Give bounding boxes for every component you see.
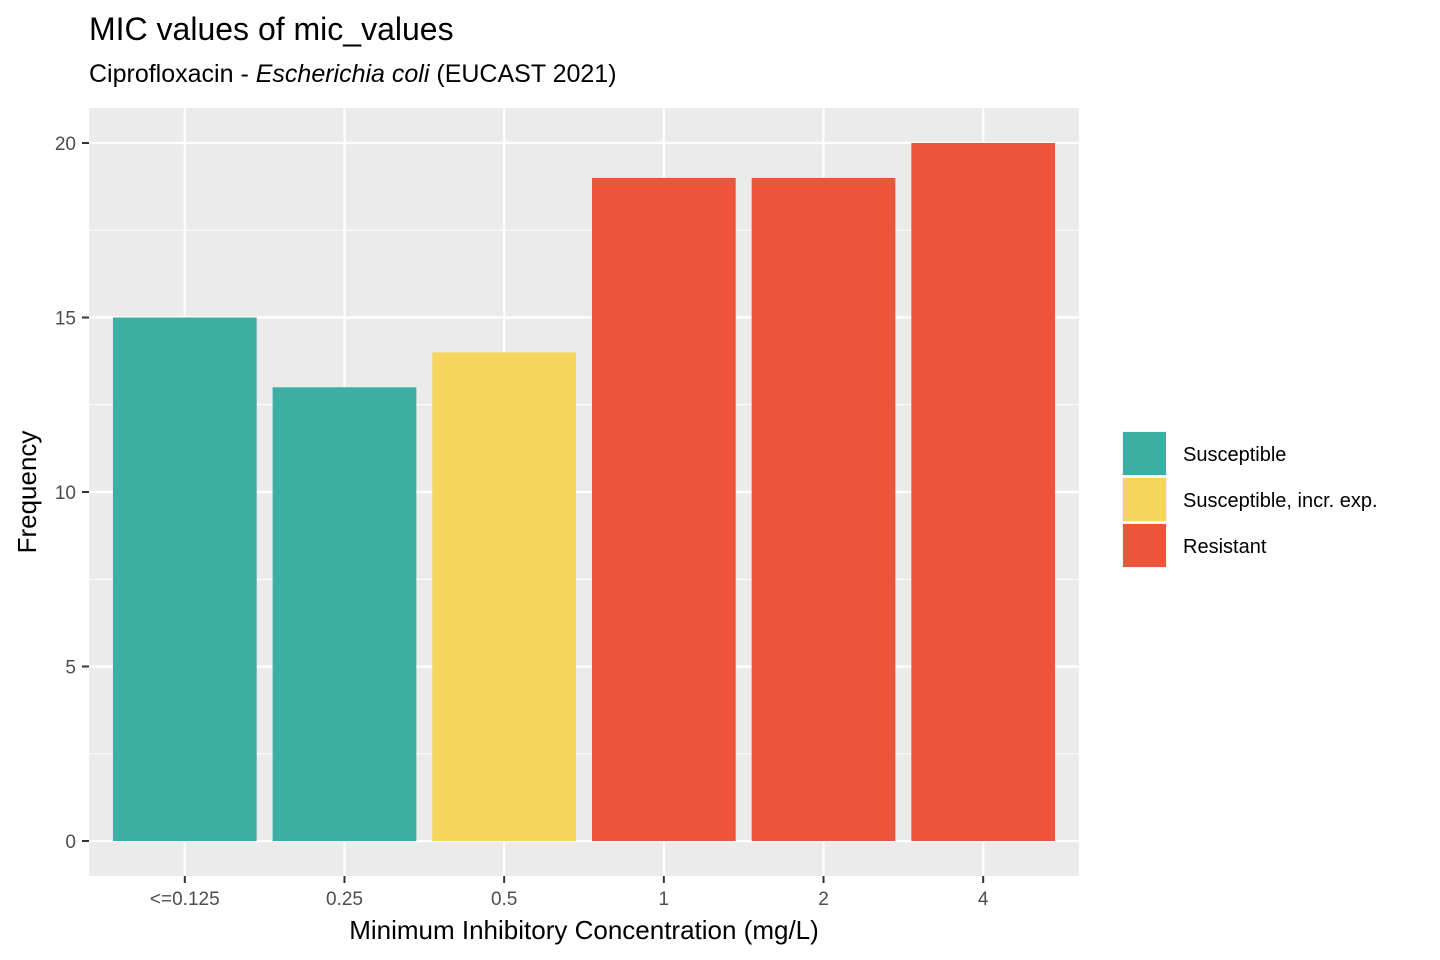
chart-title: MIC values of mic_values <box>89 11 454 47</box>
x-tick-label: 4 <box>978 889 989 910</box>
y-axis: 0 5 10 15 20 <box>55 134 89 853</box>
legend-swatch <box>1123 524 1166 567</box>
bars <box>112 143 1056 841</box>
x-axis-title: Minimum Inhibitory Concentration (mg/L) <box>349 915 819 945</box>
bar-0.5 <box>432 352 577 841</box>
bar-<=0.125 <box>112 317 257 841</box>
x-tick-label: <=0.125 <box>150 889 220 910</box>
bar-0.25 <box>272 387 417 841</box>
bar-1 <box>591 177 736 841</box>
y-tick-label: 0 <box>65 832 76 853</box>
legend: Susceptible Susceptible, incr. exp. Resist… <box>1122 431 1378 568</box>
y-tick-label: 20 <box>55 134 76 155</box>
legend-label: Susceptible <box>1183 444 1286 466</box>
x-tick-label: 0.25 <box>326 889 363 910</box>
subtitle-antibiotic: Ciprofloxacin - <box>89 60 256 88</box>
y-tick-label: 5 <box>65 658 76 679</box>
y-tick-label: 10 <box>55 483 76 504</box>
legend-swatch <box>1123 478 1166 521</box>
legend-label: Susceptible, incr. exp. <box>1183 490 1378 512</box>
bar-4 <box>911 143 1056 841</box>
chart-subtitle: Ciprofloxacin - Escherichia coli (EUCAST… <box>89 60 617 88</box>
x-axis: <=0.125 0.25 0.5 1 2 4 <box>150 876 989 910</box>
subtitle-guideline: (EUCAST 2021) <box>429 60 616 88</box>
x-tick-label: 0.5 <box>491 889 517 910</box>
legend-label: Resistant <box>1183 536 1267 558</box>
x-tick-label: 1 <box>659 889 670 910</box>
legend-swatch <box>1123 432 1166 475</box>
subtitle-organism: Escherichia coli <box>256 60 431 88</box>
y-tick-label: 15 <box>55 309 76 330</box>
y-axis-title: Frequency <box>12 431 42 554</box>
x-tick-label: 2 <box>818 889 829 910</box>
bar-2 <box>751 177 896 841</box>
